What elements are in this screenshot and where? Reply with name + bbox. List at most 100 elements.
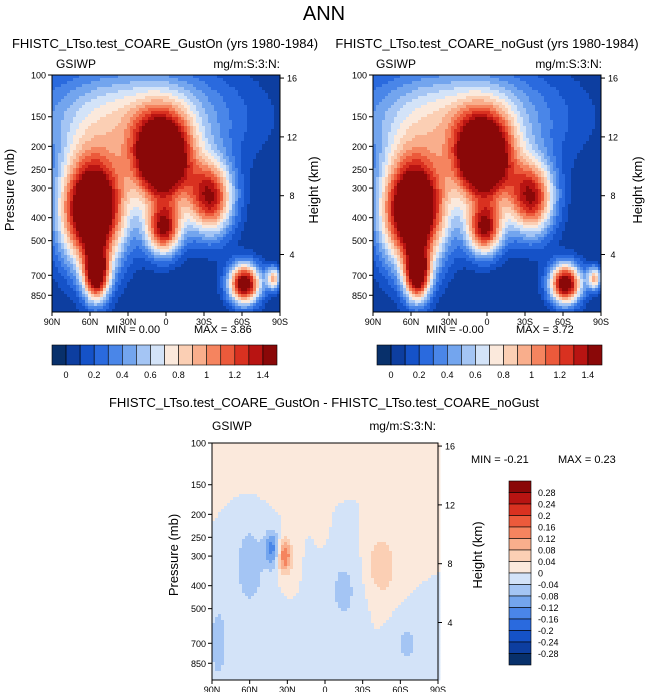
- heatmap-cell: [244, 195, 248, 199]
- heatmap-cell: [73, 195, 77, 199]
- heatmap-cell: [274, 75, 278, 79]
- heatmap-cell: [253, 165, 257, 169]
- heatmap-cell: [91, 192, 95, 196]
- heatmap-cell: [238, 126, 242, 130]
- heatmap-cell: [85, 198, 89, 202]
- heatmap-cell: [223, 117, 227, 121]
- heatmap-cell: [208, 132, 212, 136]
- heatmap-cell: [193, 261, 197, 265]
- heatmap-cell: [256, 192, 260, 196]
- heatmap-cell: [235, 246, 239, 250]
- heatmap-cell: [136, 237, 140, 241]
- heatmap-cell: [178, 258, 182, 262]
- heatmap-cell: [109, 207, 113, 211]
- heatmap-cell: [82, 162, 86, 166]
- heatmap-cell: [127, 144, 131, 148]
- heatmap-cell: [94, 156, 98, 160]
- heatmap-cell: [172, 183, 176, 187]
- heatmap-cell: [190, 171, 194, 175]
- heatmap-cell: [262, 261, 266, 265]
- heatmap-cell: [70, 210, 74, 214]
- heatmap-cell: [238, 258, 242, 262]
- heatmap-cell: [151, 132, 155, 136]
- heatmap-cell: [262, 201, 266, 205]
- heatmap-cell: [127, 93, 131, 97]
- heatmap-cell: [205, 219, 209, 223]
- heatmap-cell: [217, 87, 221, 91]
- heatmap-cell: [115, 75, 119, 79]
- heatmap-cell: [205, 240, 209, 244]
- heatmap-cell: [217, 222, 221, 226]
- heatmap-cell: [166, 180, 170, 184]
- heatmap-cell: [52, 129, 56, 133]
- heatmap-cell: [202, 171, 206, 175]
- heatmap-cell: [127, 159, 131, 163]
- heatmap-cell: [70, 207, 74, 211]
- heatmap-cell: [157, 240, 161, 244]
- heatmap-cell: [133, 225, 137, 229]
- heatmap-cell: [166, 93, 170, 97]
- heatmap-cell: [250, 249, 254, 253]
- heatmap-cell: [79, 102, 83, 106]
- heatmap-cell: [58, 231, 62, 235]
- heatmap-cell: [211, 102, 215, 106]
- heatmap-cell: [154, 159, 158, 163]
- heatmap-cell: [178, 147, 182, 151]
- heatmap-cell: [226, 189, 230, 193]
- heatmap-cell: [154, 240, 158, 244]
- heatmap-cell: [112, 222, 116, 226]
- heatmap-cell: [121, 258, 125, 262]
- heatmap-cell: [196, 165, 200, 169]
- heatmap-cell: [199, 180, 203, 184]
- heatmap-cell: [100, 111, 104, 115]
- heatmap-cell: [226, 117, 230, 121]
- heatmap-cell: [250, 81, 254, 85]
- heatmap-cell: [127, 129, 131, 133]
- heatmap-cell: [163, 180, 167, 184]
- heatmap-cell: [148, 120, 152, 124]
- heatmap-cell: [58, 219, 62, 223]
- heatmap-cell: [85, 132, 89, 136]
- heatmap-cell: [271, 114, 275, 118]
- heatmap-cell: [109, 249, 113, 253]
- heatmap-cell: [118, 78, 122, 82]
- heatmap-cell: [202, 267, 206, 271]
- heatmap-cell: [241, 114, 245, 118]
- heatmap-cell: [193, 120, 197, 124]
- heatmap-cell: [52, 93, 56, 97]
- heatmap-cell: [115, 78, 119, 82]
- heatmap-cell: [208, 216, 212, 220]
- heatmap-cell: [109, 189, 113, 193]
- heatmap-cell: [154, 75, 158, 79]
- heatmap-cell: [136, 258, 140, 262]
- heatmap-cell: [229, 204, 233, 208]
- heatmap-cell: [229, 105, 233, 109]
- heatmap-cell: [52, 174, 56, 178]
- heatmap-cell: [217, 219, 221, 223]
- heatmap-cell: [109, 246, 113, 250]
- heatmap-cell: [238, 246, 242, 250]
- heatmap-cell: [262, 189, 266, 193]
- heatmap-cell: [85, 240, 89, 244]
- heatmap-cell: [97, 267, 101, 271]
- heatmap-cell: [124, 84, 128, 88]
- heatmap-cell: [157, 99, 161, 103]
- heatmap-cell: [256, 264, 260, 268]
- heatmap-cell: [196, 177, 200, 181]
- heatmap-cell: [211, 99, 215, 103]
- heatmap-cell: [163, 138, 167, 142]
- heatmap-cell: [76, 210, 80, 214]
- heatmap-cell: [247, 99, 251, 103]
- heatmap-cell: [97, 177, 101, 181]
- heatmap-cell: [172, 105, 176, 109]
- heatmap-cell: [163, 159, 167, 163]
- heatmap-cell: [172, 168, 176, 172]
- heatmap-cell: [76, 270, 80, 274]
- heatmap-cell: [88, 264, 92, 268]
- heatmap-cell: [241, 99, 245, 103]
- heatmap-cell: [148, 117, 152, 121]
- heatmap-cell: [205, 141, 209, 145]
- heatmap-cell: [229, 171, 233, 175]
- heatmap-cell: [97, 237, 101, 241]
- heatmap-cell: [55, 108, 59, 112]
